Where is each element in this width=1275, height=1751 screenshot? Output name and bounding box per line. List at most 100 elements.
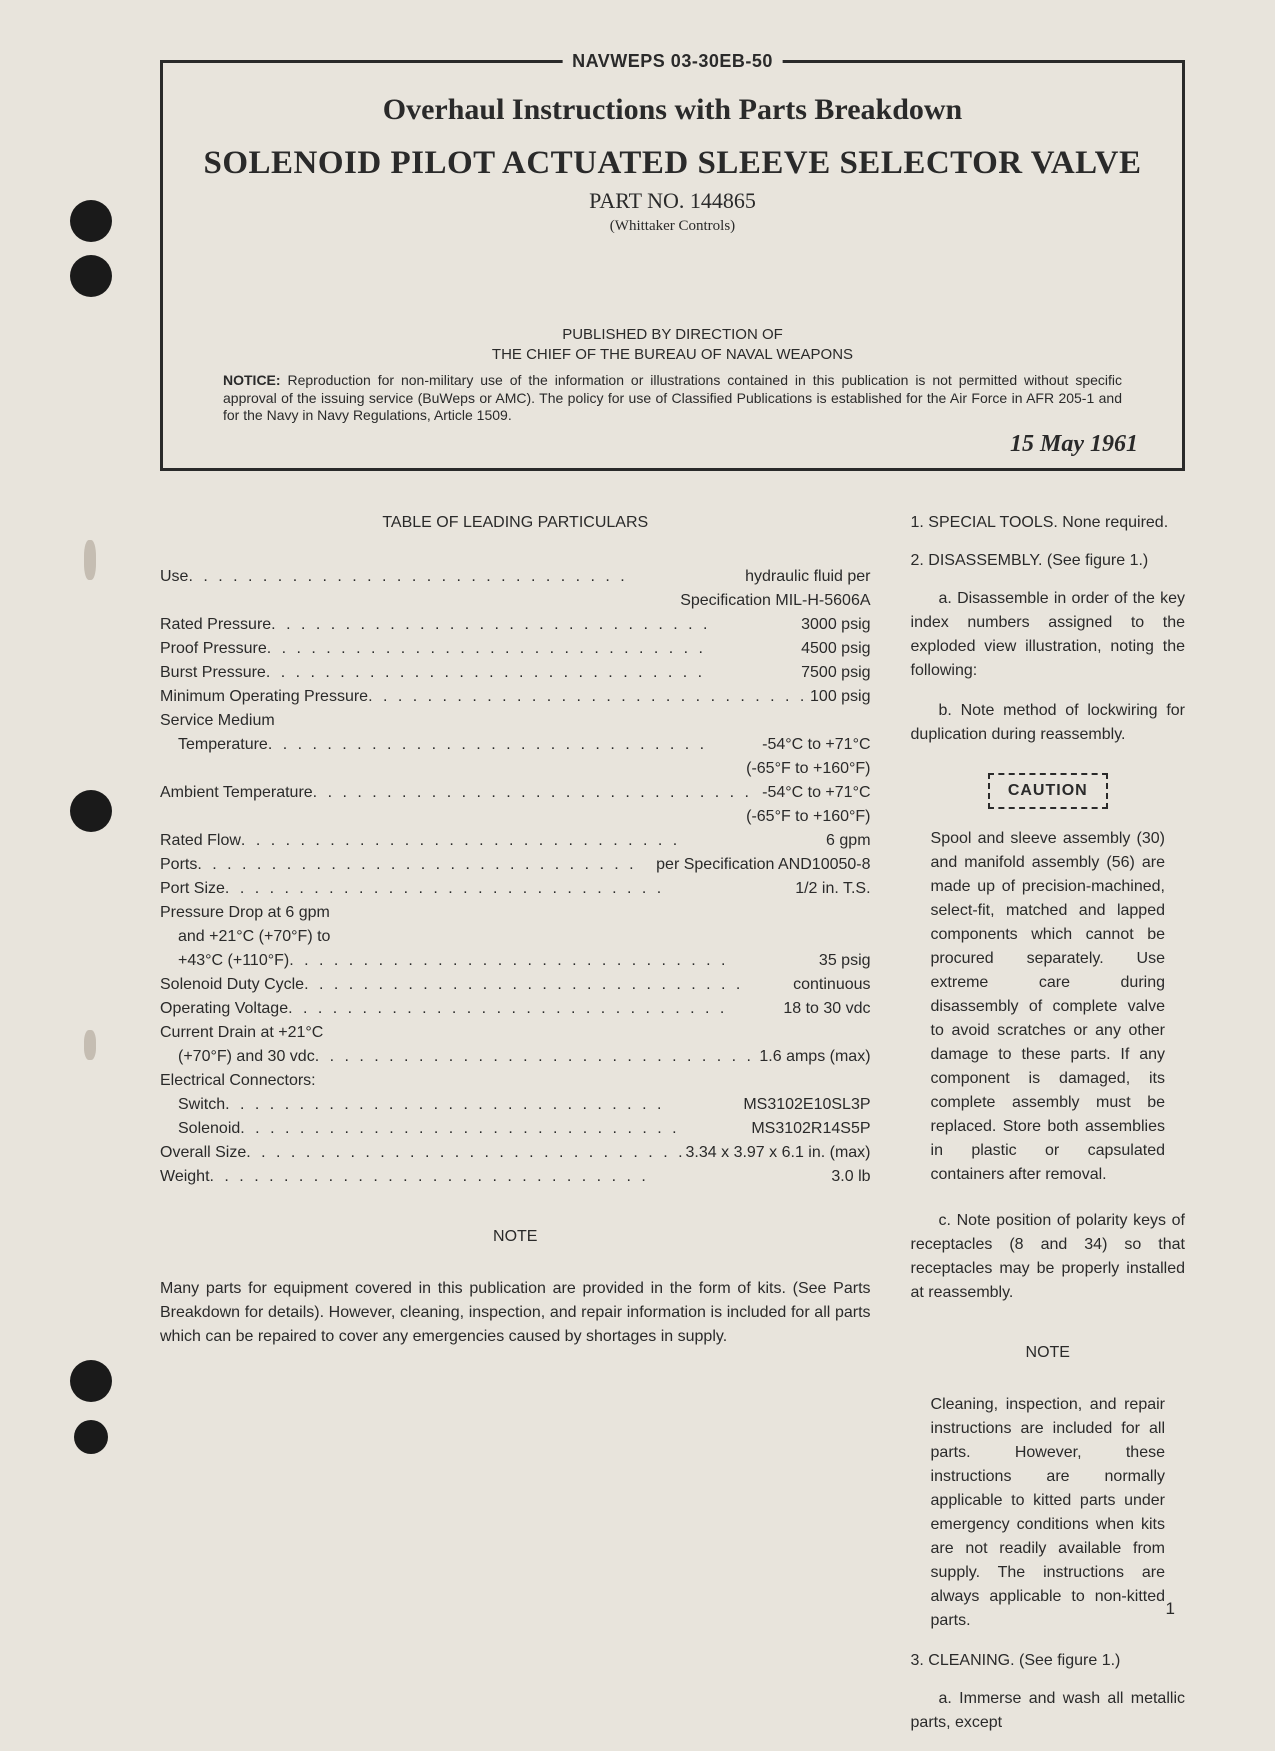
spec-value: 6 gpm	[826, 829, 870, 853]
spec-label: Service Medium	[160, 709, 871, 733]
leader-dots	[268, 733, 762, 757]
spec-label: Operating Voltage	[160, 997, 288, 1021]
page-scuff	[84, 1030, 96, 1060]
binder-hole	[70, 790, 112, 832]
spec-row: Rated Flow 6 gpm	[160, 829, 871, 853]
leader-dots	[246, 1141, 685, 1165]
spec-label: Ambient Temperature	[160, 781, 313, 805]
binder-hole	[70, 200, 112, 242]
paragraph: c. Note position of polarity keys of rec…	[911, 1209, 1185, 1305]
caution-text: Spool and sleeve assembly (30) and manif…	[911, 827, 1185, 1187]
note-paragraph: Many parts for equipment covered in this…	[160, 1277, 871, 1349]
spec-row: Overall Size 3.34 x 3.97 x 6.1 in. (max)	[160, 1141, 871, 1165]
spec-value: 3.0 lb	[831, 1165, 870, 1189]
spec-row: Solenoid MS3102R14S5P	[160, 1117, 871, 1141]
paragraph: a. Disassemble in order of the key index…	[911, 587, 1185, 683]
spec-row: Rated Pressure 3000 psig	[160, 613, 871, 637]
spec-value: hydraulic fluid per	[745, 565, 870, 589]
spec-row: Use hydraulic fluid per	[160, 565, 871, 589]
published-line: THE CHIEF OF THE BUREAU OF NAVAL WEAPONS	[492, 346, 853, 363]
spec-value: 1.6 amps (max)	[759, 1045, 870, 1069]
subtitle: Overhaul Instructions with Parts Breakdo…	[203, 93, 1142, 127]
leader-dots	[188, 565, 745, 589]
leader-dots	[240, 1117, 751, 1141]
section-heading: 3. CLEANING. (See figure 1.)	[911, 1649, 1185, 1673]
spec-label: Ports	[160, 853, 197, 877]
published-by: PUBLISHED BY DIRECTION OF THE CHIEF OF T…	[203, 325, 1142, 364]
spec-label: Rated Pressure	[160, 613, 271, 637]
main-title: SOLENOID PILOT ACTUATED SLEEVE SELECTOR …	[203, 145, 1142, 182]
caution-label: CAUTION	[988, 773, 1108, 809]
spec-row: Minimum Operating Pressure100 psig	[160, 685, 871, 709]
spec-label: Minimum Operating Pressure	[160, 685, 368, 709]
caution-container: CAUTION	[911, 763, 1185, 827]
spec-continuation: Specification MIL-H-5606A	[160, 589, 871, 613]
spec-label: +43°C (+110°F)	[178, 949, 289, 973]
leader-dots	[288, 997, 783, 1021]
spec-row: (+70°F) and 30 vdc1.6 amps (max)	[160, 1045, 871, 1069]
title-box: NAVWEPS 03-30EB-50 Overhaul Instructions…	[160, 60, 1185, 471]
spec-row: Portsper Specification AND10050-8	[160, 853, 871, 877]
section-heading: 2. DISASSEMBLY. (See figure 1.)	[911, 549, 1185, 573]
spec-row: +43°C (+110°F) 35 psig	[160, 949, 871, 973]
left-column: TABLE OF LEADING PARTICULARS Usehydrauli…	[160, 511, 871, 1751]
spec-value: 35 psig	[819, 949, 871, 973]
spec-label: Use	[160, 565, 188, 589]
paragraph: a. Immerse and wash all metallic parts, …	[911, 1687, 1185, 1735]
spec-label: and +21°C (+70°F) to	[160, 925, 871, 949]
leader-dots	[210, 1165, 832, 1189]
notice: NOTICE: Reproduction for non-military us…	[203, 372, 1142, 425]
notice-text: Reproduction for non-military use of the…	[223, 372, 1122, 423]
section-heading: 1. SPECIAL TOOLS. None required.	[911, 511, 1185, 535]
spec-value: 4500 psig	[801, 637, 870, 661]
spec-label: Electrical Connectors:	[160, 1069, 871, 1093]
leader-dots	[267, 637, 801, 661]
spec-row: Temperature -54°C to +71°C	[160, 733, 871, 757]
spec-label: Solenoid	[178, 1117, 240, 1141]
page-number: 1	[1166, 1599, 1175, 1619]
leader-dots	[304, 973, 793, 997]
spec-label: Pressure Drop at 6 gpm	[160, 901, 871, 925]
leader-dots	[241, 829, 826, 853]
spec-row: Weight 3.0 lb	[160, 1165, 871, 1189]
leader-dots	[315, 1045, 760, 1069]
spec-label: Current Drain at +21°C	[160, 1021, 871, 1045]
spec-value: 3.34 x 3.97 x 6.1 in. (max)	[686, 1141, 871, 1165]
spec-label: Rated Flow	[160, 829, 241, 853]
leader-dots	[368, 685, 810, 709]
manufacturer: (Whittaker Controls)	[203, 218, 1142, 235]
published-line: PUBLISHED BY DIRECTION OF	[562, 326, 783, 343]
spec-continuation: (-65°F to +160°F)	[160, 757, 871, 781]
spec-value: continuous	[793, 973, 870, 997]
spec-label: Port Size	[160, 877, 225, 901]
spec-label: Burst Pressure	[160, 661, 266, 685]
page-scuff	[84, 540, 96, 580]
spec-continuation: (-65°F to +160°F)	[160, 805, 871, 829]
spec-value: -54°C to +71°C	[762, 733, 870, 757]
spec-value: 1/2 in. T.S.	[795, 877, 870, 901]
spec-label: Weight	[160, 1165, 210, 1189]
spec-label: Solenoid Duty Cycle	[160, 973, 304, 997]
leader-dots	[271, 613, 801, 637]
spec-label: Overall Size	[160, 1141, 246, 1165]
binder-hole	[70, 255, 112, 297]
part-number: PART NO. 144865	[203, 188, 1142, 214]
leader-dots	[225, 877, 795, 901]
spec-row: Proof Pressure 4500 psig	[160, 637, 871, 661]
leader-dots	[225, 1093, 743, 1117]
spec-value: MS3102R14S5P	[751, 1117, 870, 1141]
leader-dots	[313, 781, 762, 805]
spec-label: Switch	[178, 1093, 225, 1117]
leader-dots	[266, 661, 801, 685]
spec-label: Temperature	[178, 733, 268, 757]
spec-value: 3000 psig	[801, 613, 870, 637]
spec-label: Proof Pressure	[160, 637, 267, 661]
spec-row: Operating Voltage18 to 30 vdc	[160, 997, 871, 1021]
publication-date: 15 May 1961	[203, 431, 1142, 458]
spec-row: Port Size 1/2 in. T.S.	[160, 877, 871, 901]
content-columns: TABLE OF LEADING PARTICULARS Usehydrauli…	[160, 511, 1185, 1751]
note-paragraph: Cleaning, inspection, and repair instruc…	[911, 1393, 1185, 1633]
leader-dots	[289, 949, 819, 973]
spec-row: Burst Pressure7500 psig	[160, 661, 871, 685]
spec-value: -54°C to +71°C	[762, 781, 870, 805]
